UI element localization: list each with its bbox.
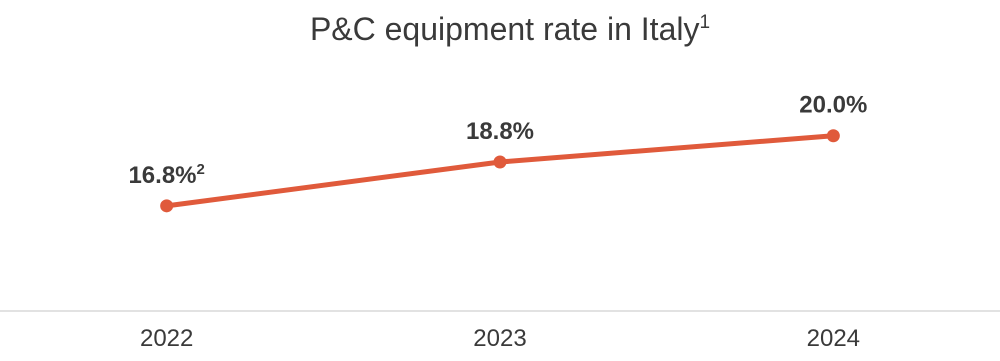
chart-title: P&C equipment rate in Italy1 [310,11,710,47]
label-layer: 16.8%2 18.8% 20.0% [128,92,867,189]
x-tick-label-2023: 2023 [473,325,526,352]
x-tick-label-2022: 2022 [140,325,193,352]
chart-title-text: P&C equipment rate in Italy [310,11,700,47]
series-layer [160,129,840,213]
data-point-2023 [493,155,507,169]
data-label-footnote-2022: 2 [197,161,205,178]
data-label-2023: 18.8% [466,118,534,145]
tick-layer: 2022 2023 2024 [140,325,860,352]
data-point-2022 [160,199,174,213]
chart-title-footnote: 1 [699,12,710,33]
data-point-2024 [826,129,840,143]
data-label-2022: 16.8%2 [128,161,204,189]
data-label-2024: 20.0% [799,92,867,119]
series-line [164,133,836,209]
x-tick-label-2024: 2024 [807,325,860,352]
